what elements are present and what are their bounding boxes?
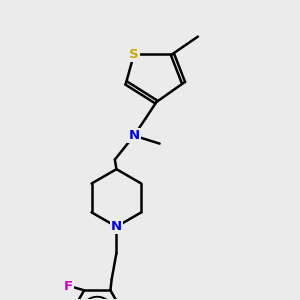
Text: N: N xyxy=(111,220,122,233)
Text: N: N xyxy=(128,129,140,142)
Text: F: F xyxy=(64,280,73,293)
Text: S: S xyxy=(129,48,139,61)
